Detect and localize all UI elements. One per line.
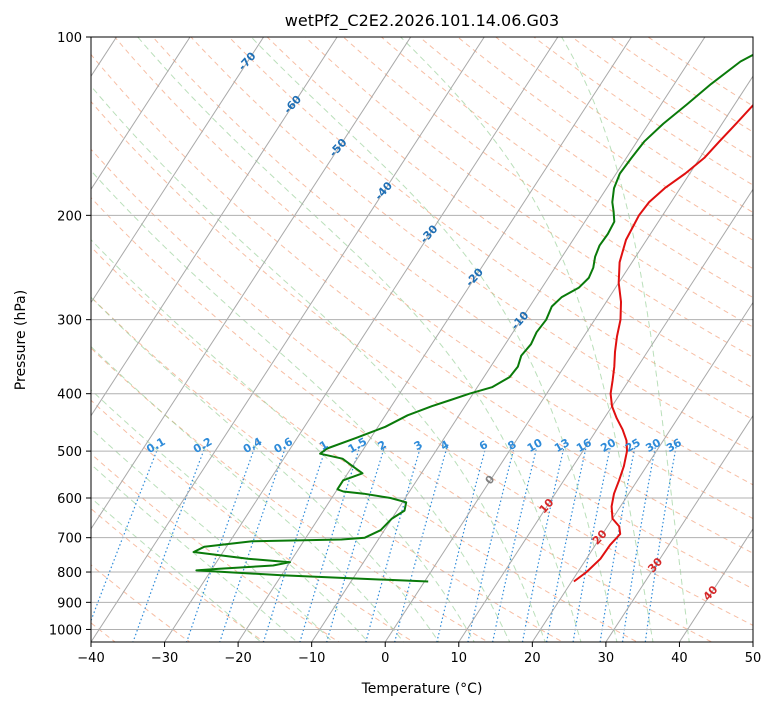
isotherm-line [91,37,485,642]
isotherm-line [91,37,265,304]
mixing-ratio-line [262,445,328,642]
moist-adiabat [91,345,405,642]
dry-adiabats [91,37,753,642]
y-tick-label: 1000 [49,623,82,638]
isotherm-line [605,414,753,642]
x-axis-label: Temperature (°C) [361,681,483,697]
isotherm-line [237,37,632,642]
profiles [192,53,753,583]
isotherm-line [531,301,753,642]
plot-frame [90,36,754,643]
y-tick-label: 900 [57,596,82,611]
y-tick-label: 500 [57,445,82,460]
dry-adiabat [91,197,713,642]
dry-adiabat [456,37,753,241]
x-tick-label: 50 [745,651,762,666]
dry-adiabat [266,37,753,389]
pressure-gridlines [91,37,753,630]
x-tick-label: −10 [298,651,325,666]
dry-adiabat [91,507,266,642]
x-tick-label: 10 [451,651,468,666]
moist-adiabat [91,427,334,642]
moist-adiabat [91,239,475,642]
mixing-ratio-line [219,445,287,642]
dry-adiabat [494,37,753,214]
y-tick-label: 800 [57,566,82,581]
temperature-profile-line [573,103,753,583]
isotherm-line [163,37,559,642]
y-axis-label: Pressure (hPa) [13,290,29,390]
isotherms [91,37,753,642]
mixing-ratio-line [521,445,565,642]
x-tick-label: −40 [77,651,104,666]
mixing-ratio-line [572,445,612,642]
mixing-ratio-line [621,445,657,642]
dry-adiabat [91,296,564,642]
isotherm-line [458,188,753,642]
moist-adiabat [91,497,262,642]
mixing-ratio-line [545,445,587,642]
x-tick-label: 0 [381,651,389,666]
mixing-ratio-line [299,445,361,642]
dry-adiabat [91,246,639,642]
moist-adiabat [91,170,511,642]
dewpoint-profile-line [192,53,753,583]
plot-background [91,37,753,642]
dry-adiabat [304,37,753,358]
x-tick-label: −20 [224,651,251,666]
dry-adiabat [571,37,753,159]
isotherm-line [311,37,706,642]
x-tick-label: 40 [671,651,688,666]
y-tick-label: 300 [57,314,82,329]
y-tick-label: 200 [57,209,82,224]
x-tick-label: 20 [524,651,541,666]
mixing-ratio-line [644,445,677,642]
moist-adiabat [91,389,369,642]
y-axis-ticks: 100 200 300 400 500 600 700 800 900 1000 [49,31,91,638]
mixing-ratio-line [186,445,256,642]
moist-adiabat [91,296,440,642]
moist-adiabat [561,37,690,642]
mixing-ratio-line [326,445,386,642]
dry-adiabat [152,37,753,486]
dry-adiabat [114,37,753,520]
y-tick-label: 400 [57,388,82,403]
mixing-ratio-line [132,445,207,642]
mixing-ratio-line [599,445,636,642]
isotherm-line [91,37,338,417]
isotherm-line [91,37,191,191]
moist-adiabat [91,463,298,642]
y-tick-label: 600 [57,492,82,507]
dry-adiabat [380,37,753,299]
x-tick-label: −30 [151,651,178,666]
y-tick-label: 100 [57,31,82,46]
isotherm-line [678,527,753,642]
x-axis-ticks: −40 −30 −20 −10 0 10 20 30 40 50 [77,642,761,666]
x-tick-label: 30 [598,651,615,666]
dry-adiabat [91,347,490,642]
chart-title: wetPf2_C2E2.2026.101.14.06.G03 [285,11,559,31]
y-tick-label: 700 [57,532,82,547]
dry-adiabat [91,53,753,554]
isotherm-line [91,37,412,530]
dry-adiabat [91,100,753,590]
isotherm-line [384,75,753,642]
